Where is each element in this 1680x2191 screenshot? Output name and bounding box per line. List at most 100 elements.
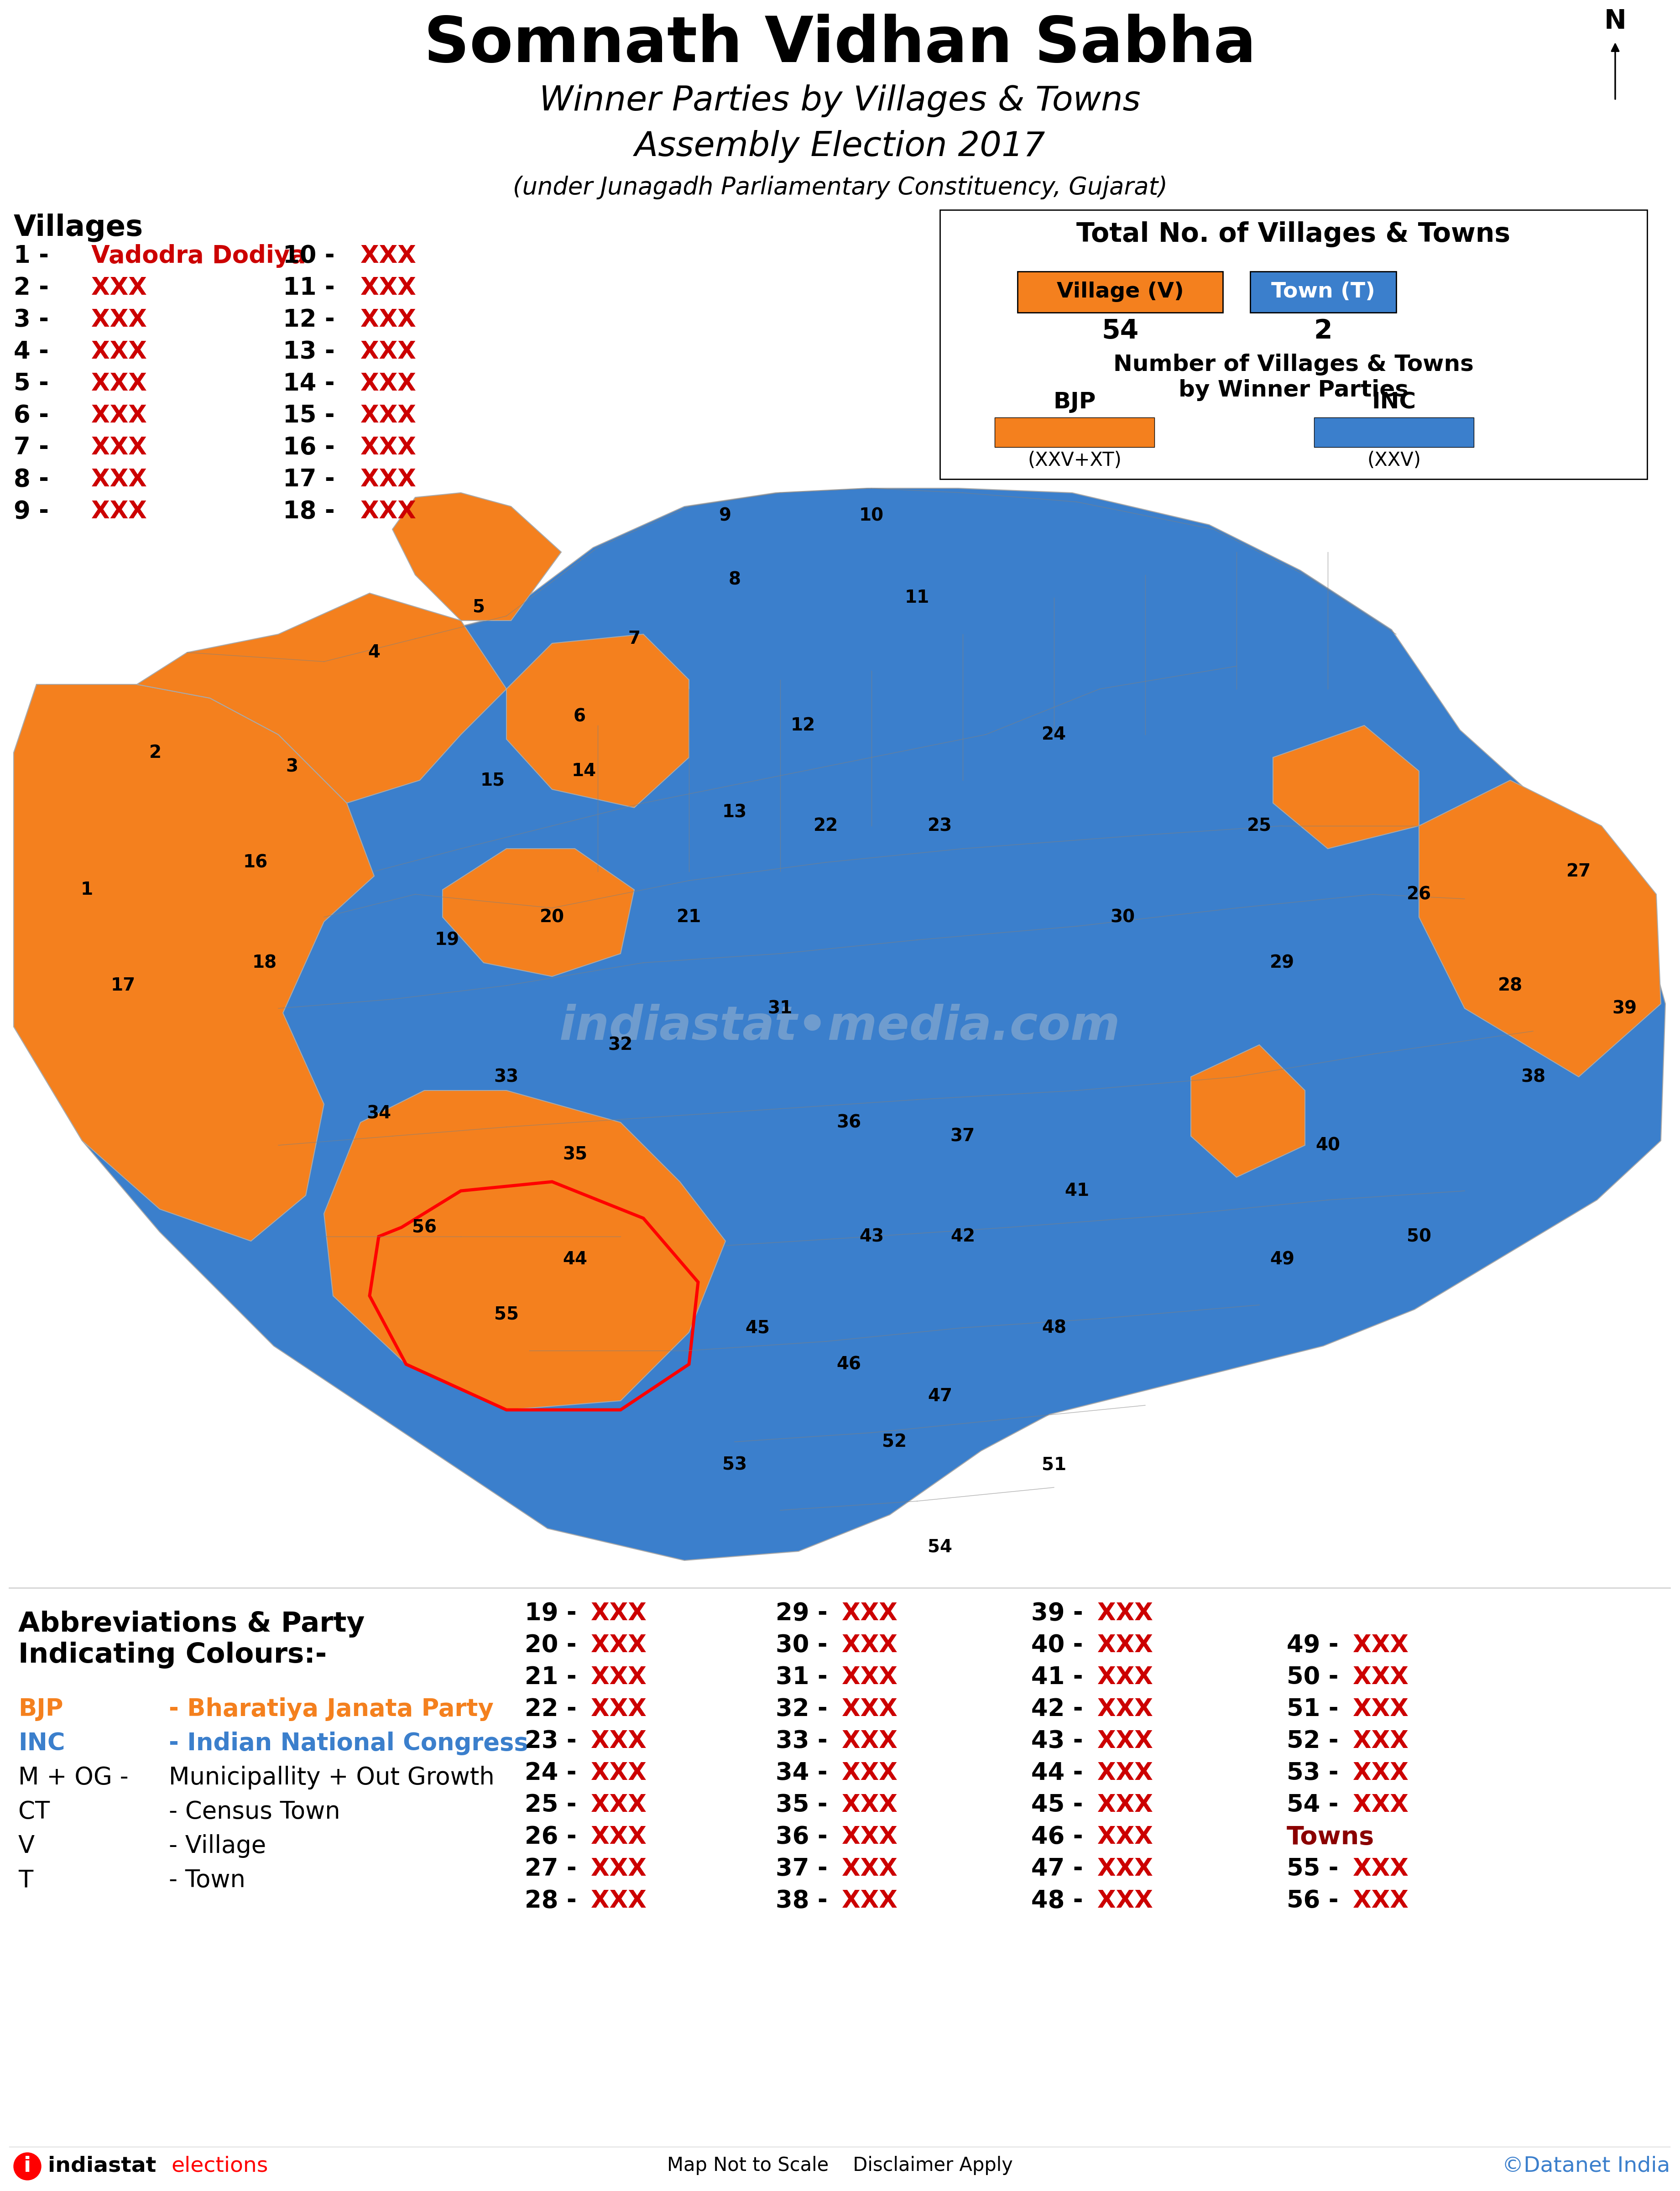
Text: XXX: XXX	[91, 403, 146, 427]
Text: - Indian National Congress: - Indian National Congress	[168, 1731, 528, 1755]
Text: 55 -: 55 -	[1287, 1858, 1339, 1880]
Text: 2: 2	[150, 745, 161, 762]
Text: XXX: XXX	[1097, 1729, 1152, 1753]
Text: Municipallity + Out Growth: Municipallity + Out Growth	[168, 1766, 494, 1790]
Text: 56: 56	[412, 1218, 437, 1236]
Text: BJP: BJP	[1053, 390, 1095, 412]
Text: XXX: XXX	[91, 309, 146, 331]
Text: 35 -: 35 -	[776, 1792, 828, 1816]
Text: 52: 52	[882, 1433, 907, 1450]
Text: 28 -: 28 -	[524, 1889, 576, 1913]
Polygon shape	[324, 1091, 726, 1409]
Text: 1: 1	[81, 881, 92, 898]
Text: XXX: XXX	[1352, 1858, 1408, 1880]
Text: XXX: XXX	[842, 1762, 897, 1786]
Bar	[1018, 272, 1223, 313]
Text: 11 -: 11 -	[282, 276, 334, 300]
Text: 24 -: 24 -	[524, 1762, 576, 1786]
Text: 48: 48	[1042, 1319, 1067, 1337]
Text: 9 -: 9 -	[13, 500, 49, 524]
Text: 37 -: 37 -	[776, 1858, 828, 1880]
Text: 21 -: 21 -	[524, 1665, 576, 1689]
Text: 54: 54	[1102, 318, 1139, 344]
Text: Map Not to Scale    Disclaimer Apply: Map Not to Scale Disclaimer Apply	[667, 2156, 1013, 2176]
Text: Winner Parties by Villages & Towns: Winner Parties by Villages & Towns	[539, 85, 1141, 118]
Text: i: i	[24, 2156, 32, 2176]
Text: XXX: XXX	[591, 1698, 647, 1722]
Text: 32 -: 32 -	[776, 1698, 828, 1722]
Text: 54 -: 54 -	[1287, 1792, 1339, 1816]
Polygon shape	[393, 493, 561, 620]
Text: 53 -: 53 -	[1287, 1762, 1339, 1786]
Text: 29 -: 29 -	[776, 1602, 828, 1626]
Text: 33: 33	[494, 1069, 519, 1085]
Text: 50 -: 50 -	[1287, 1665, 1339, 1689]
Text: 12 -: 12 -	[282, 309, 334, 331]
Text: 10 -: 10 -	[282, 243, 334, 267]
Text: 45: 45	[746, 1319, 769, 1337]
Text: XXX: XXX	[1097, 1634, 1152, 1656]
Text: Vadodra Dodiya: Vadodra Dodiya	[91, 243, 306, 267]
Text: XXX: XXX	[361, 243, 417, 267]
Text: 25: 25	[1247, 817, 1272, 835]
Text: 44: 44	[563, 1251, 588, 1269]
Text: XXX: XXX	[1352, 1634, 1408, 1656]
Text: INC: INC	[1373, 390, 1416, 412]
Text: 17: 17	[111, 977, 136, 995]
Text: 10: 10	[858, 506, 884, 524]
Text: XXX: XXX	[1352, 1698, 1408, 1722]
Text: 23: 23	[927, 817, 953, 835]
Bar	[995, 418, 1154, 447]
Text: 55: 55	[494, 1306, 519, 1323]
Text: XXX: XXX	[842, 1889, 897, 1913]
Text: 30 -: 30 -	[776, 1634, 828, 1656]
Text: ©Datanet India: ©Datanet India	[1502, 2156, 1670, 2176]
Text: XXX: XXX	[1097, 1665, 1152, 1689]
Text: 3: 3	[286, 758, 299, 776]
Text: XXX: XXX	[1097, 1602, 1152, 1626]
Bar	[939, 210, 1646, 480]
Text: 3 -: 3 -	[13, 309, 49, 331]
Text: 47 -: 47 -	[1032, 1858, 1084, 1880]
Text: 26: 26	[1406, 885, 1431, 903]
Text: M + OG -: M + OG -	[18, 1766, 129, 1790]
Text: XXX: XXX	[591, 1665, 647, 1689]
Text: 41 -: 41 -	[1032, 1665, 1084, 1689]
Bar	[1250, 272, 1396, 313]
Text: XXX: XXX	[1097, 1825, 1152, 1849]
Text: - Census Town: - Census Town	[168, 1801, 341, 1823]
Text: Towns: Towns	[1287, 1825, 1374, 1849]
Text: XXX: XXX	[1097, 1889, 1152, 1913]
Text: 47: 47	[927, 1387, 953, 1404]
Text: 11: 11	[906, 589, 929, 607]
Text: XXX: XXX	[591, 1634, 647, 1656]
Text: 19: 19	[435, 931, 460, 949]
Text: 8 -: 8 -	[13, 467, 49, 491]
Text: 34 -: 34 -	[776, 1762, 828, 1786]
Text: Town (T): Town (T)	[1272, 283, 1376, 302]
Text: 44 -: 44 -	[1032, 1762, 1084, 1786]
Text: 31 -: 31 -	[776, 1665, 828, 1689]
Text: 28: 28	[1499, 977, 1522, 995]
Text: 52 -: 52 -	[1287, 1729, 1339, 1753]
Text: 50: 50	[1406, 1227, 1431, 1244]
Text: 9: 9	[719, 506, 731, 524]
Text: 4: 4	[368, 644, 380, 662]
Text: Assembly Election 2017: Assembly Election 2017	[635, 129, 1045, 162]
Text: N: N	[1604, 9, 1626, 35]
Text: XXX: XXX	[361, 309, 417, 331]
Text: 18 -: 18 -	[282, 500, 334, 524]
Text: 14: 14	[571, 762, 596, 780]
Text: 38 -: 38 -	[776, 1889, 828, 1913]
Text: XXX: XXX	[1352, 1792, 1408, 1816]
Text: 32: 32	[608, 1036, 633, 1054]
Text: 54: 54	[927, 1538, 953, 1556]
Text: 23 -: 23 -	[524, 1729, 576, 1753]
Text: XXX: XXX	[361, 372, 417, 397]
Text: 13 -: 13 -	[282, 340, 334, 364]
Text: XXX: XXX	[591, 1792, 647, 1816]
Text: 15 -: 15 -	[282, 403, 334, 427]
Text: XXX: XXX	[91, 436, 146, 460]
Text: 12: 12	[791, 716, 815, 734]
Text: XXX: XXX	[591, 1602, 647, 1626]
